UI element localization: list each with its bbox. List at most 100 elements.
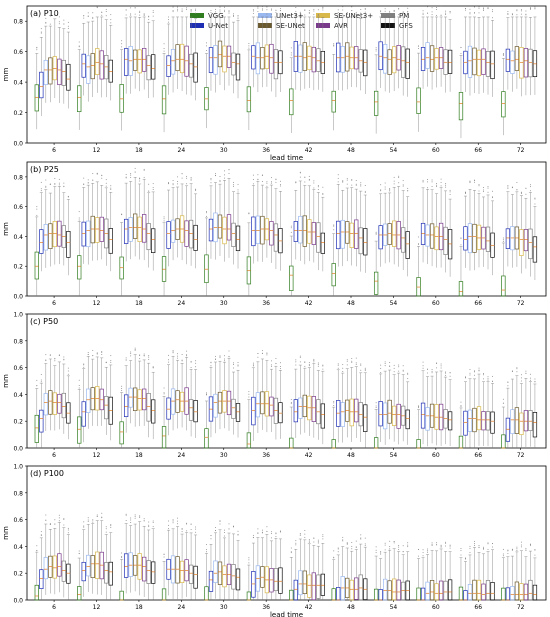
- box-mark: [204, 211, 209, 296]
- outlier-point: [163, 50, 165, 52]
- box-mark: [289, 225, 294, 296]
- outlier-point: [186, 175, 188, 177]
- outlier-point: [58, 184, 60, 186]
- box-body: [137, 389, 142, 411]
- box-mark: [204, 42, 209, 129]
- box-body: [510, 409, 515, 434]
- outlier-point: [364, 8, 366, 10]
- outlier-point: [195, 360, 197, 362]
- box-mark: [95, 172, 100, 261]
- outlier-point: [210, 179, 212, 181]
- outlier-point: [279, 530, 281, 532]
- outlier-point: [190, 361, 192, 363]
- box-body: [86, 554, 91, 577]
- outlier-point: [237, 14, 239, 16]
- outlier-point: [49, 523, 51, 525]
- box-mark: [458, 46, 464, 139]
- x-tick-label: 54: [390, 604, 398, 611]
- outlier-point: [418, 406, 420, 408]
- box-mark: [161, 216, 167, 296]
- outlier-point: [54, 11, 56, 13]
- box-mark: [235, 361, 241, 438]
- outlier-point: [431, 543, 433, 545]
- box-body: [57, 553, 62, 577]
- outlier-point: [469, 548, 471, 550]
- outlier-point: [45, 21, 47, 23]
- box-mark: [349, 6, 354, 88]
- box-mark: [320, 186, 326, 272]
- box-mark: [505, 185, 511, 267]
- outlier-point: [502, 237, 504, 239]
- outlier-point: [168, 528, 170, 530]
- outlier-point: [205, 211, 207, 213]
- box-mark: [382, 542, 388, 601]
- legend-swatch: [381, 13, 395, 18]
- outlier-point: [346, 179, 348, 181]
- outlier-point: [266, 526, 268, 528]
- outlier-point: [168, 359, 170, 361]
- outlier-point: [210, 538, 212, 540]
- outlier-point: [355, 546, 357, 548]
- outlier-point: [502, 555, 504, 557]
- box-mark: [331, 224, 336, 296]
- box-body: [336, 220, 341, 250]
- x-tick-label: 72: [517, 452, 525, 459]
- box-body: [52, 555, 57, 579]
- box-mark: [438, 544, 444, 601]
- outlier-point: [139, 180, 141, 182]
- box-mark: [251, 362, 256, 441]
- outlier-point: [237, 16, 239, 18]
- outlier-point: [380, 184, 382, 186]
- outlier-point: [78, 217, 80, 219]
- box-body: [188, 53, 194, 78]
- outlier-point: [333, 402, 335, 404]
- box-mark: [137, 515, 142, 596]
- outlier-point: [507, 13, 509, 15]
- outlier-point: [266, 354, 268, 356]
- box-mark: [119, 213, 124, 296]
- outlier-point: [418, 405, 420, 407]
- outlier-point: [36, 49, 38, 51]
- box-body: [392, 220, 397, 247]
- x-tick-label: 72: [517, 300, 525, 307]
- x-tick-label: 48: [347, 300, 355, 307]
- box-mark: [472, 6, 477, 94]
- box-mark: [34, 206, 39, 296]
- outlier-point: [143, 14, 145, 16]
- outlier-point: [266, 181, 268, 183]
- box-body: [363, 228, 368, 256]
- box-mark: [246, 391, 252, 449]
- outlier-point: [110, 187, 112, 189]
- outlier-point: [529, 8, 531, 10]
- box-body: [39, 229, 44, 254]
- outlier-point: [445, 186, 447, 188]
- y-tick-label: 0.6: [13, 49, 23, 56]
- outlier-point: [233, 185, 235, 187]
- outlier-point: [478, 185, 480, 187]
- outlier-point: [266, 185, 268, 187]
- outlier-point: [427, 372, 429, 374]
- outlier-point: [261, 350, 263, 352]
- box-body: [170, 388, 176, 415]
- box-mark: [298, 171, 303, 261]
- outlier-point: [36, 214, 38, 216]
- outlier-point: [148, 190, 150, 192]
- box-mark: [519, 374, 524, 448]
- outlier-point: [313, 10, 315, 12]
- outlier-point: [237, 18, 239, 20]
- outlier-point: [87, 519, 89, 521]
- outlier-point: [449, 189, 451, 191]
- box-body: [378, 589, 383, 601]
- box-body: [213, 393, 218, 418]
- outlier-point: [228, 11, 230, 13]
- outlier-point: [223, 360, 225, 362]
- box-mark: [133, 167, 138, 257]
- outlier-point: [398, 14, 400, 16]
- outlier-point: [464, 9, 466, 11]
- outlier-point: [364, 370, 366, 372]
- outlier-point: [96, 514, 98, 516]
- outlier-point: [431, 179, 433, 181]
- outlier-point: [342, 536, 344, 538]
- outlier-point: [186, 355, 188, 357]
- outlier-point: [516, 14, 518, 16]
